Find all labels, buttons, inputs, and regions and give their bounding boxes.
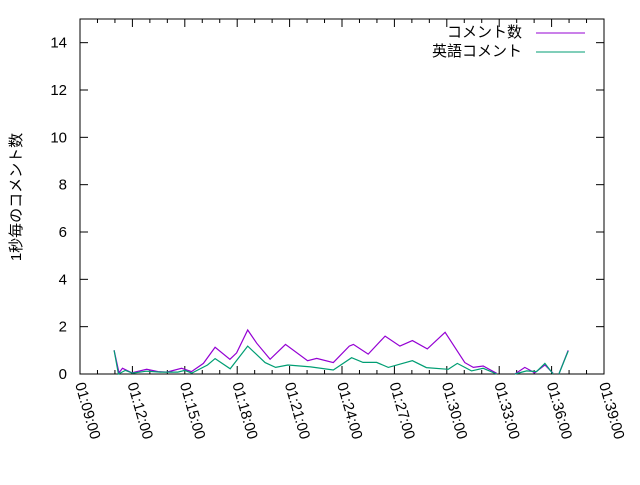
- y-tick-label: 10: [50, 129, 67, 146]
- legend: コメント数 英語コメント: [432, 24, 585, 60]
- legend-label-1: 英語コメント: [432, 42, 522, 60]
- x-tick-label: 01:12:00: [124, 380, 156, 441]
- series-line-1: [113, 345, 497, 375]
- x-tick-label: 01:24:00: [333, 380, 365, 441]
- legend-label-0: コメント数: [447, 24, 522, 41]
- y-tick-label: 6: [59, 224, 67, 241]
- y-tick-label: 8: [59, 177, 67, 194]
- y-tick-label: 2: [59, 319, 67, 336]
- y-tick-label: 0: [59, 366, 67, 383]
- series-line-1: [514, 362, 554, 375]
- x-tick-label: 01:30:00: [438, 380, 470, 441]
- y-tick-label: 14: [50, 35, 67, 52]
- y-tick-label: 4: [59, 271, 67, 288]
- x-axis: 01:09:00 01:12:00 01:15:00 01:18:00 01:21:00…: [71, 19, 628, 441]
- y-axis: 0 2 4 6 8 10 12 14: [50, 35, 604, 383]
- series-group: [113, 328, 569, 375]
- x-tick-label: 01:18:00: [228, 380, 260, 441]
- x-tick-label: 01:21:00: [281, 380, 313, 441]
- y-axis-label: 1秒毎のコメント数: [8, 133, 25, 261]
- x-tick-label: 01:15:00: [176, 380, 208, 441]
- y-tick-label: 12: [50, 82, 67, 99]
- x-tick-label: 01:33:00: [490, 380, 522, 441]
- x-tick-label: 01:36:00: [543, 380, 575, 441]
- series-line-1: [558, 350, 569, 375]
- x-tick-label: 01:09:00: [71, 380, 103, 441]
- plot-frame: [79, 18, 605, 375]
- x-tick-label: 01:39:00: [595, 380, 627, 441]
- x-tick-label: 01:27:00: [386, 380, 418, 441]
